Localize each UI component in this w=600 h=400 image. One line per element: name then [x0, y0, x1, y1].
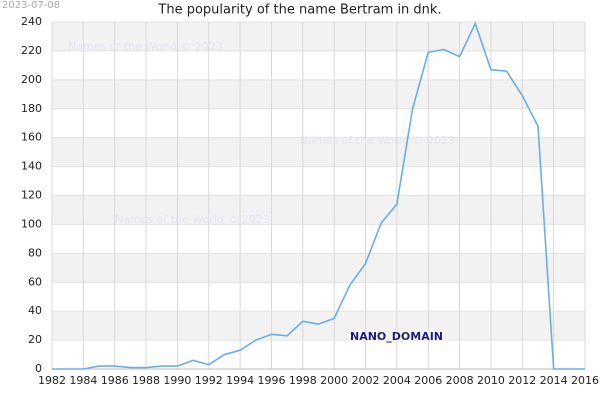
y-tick-label: 200 — [21, 73, 42, 86]
x-tick-label: 2010 — [477, 374, 505, 387]
chart-title: The popularity of the name Bertram in dn… — [157, 3, 441, 18]
y-tick-label: 220 — [21, 44, 42, 57]
y-tick-label: 60 — [28, 275, 42, 288]
x-tick-label: 1984 — [69, 374, 97, 387]
date-stamp: 2023-07-08 — [2, 0, 60, 11]
x-tick-label: 1988 — [132, 374, 160, 387]
watermark: Names of the World © 2023 — [115, 213, 270, 226]
x-tick-label: 1996 — [257, 374, 285, 387]
x-tick-label: 2012 — [508, 374, 536, 387]
watermark: Names of the World © 2023 — [68, 40, 223, 53]
y-tick-label: 0 — [35, 362, 42, 375]
y-tick-label: 160 — [21, 131, 42, 144]
x-tick-label: 2008 — [446, 374, 474, 387]
x-tick-label: 1994 — [226, 374, 254, 387]
grid-band — [52, 22, 585, 51]
y-tick-label: 100 — [21, 217, 42, 230]
y-tick-label: 240 — [21, 15, 42, 28]
grid-band — [52, 137, 585, 167]
x-tick-label: 1998 — [289, 374, 317, 387]
x-tick-label: 2004 — [383, 374, 411, 387]
y-tick-label: 40 — [28, 304, 42, 317]
grid-band — [52, 311, 585, 341]
y-tick-label: 120 — [21, 189, 42, 202]
domain-label: NANO_DOMAIN — [350, 330, 443, 343]
x-tick-label: 2002 — [352, 374, 380, 387]
watermark: Names of the World © 2023 — [300, 134, 455, 147]
x-tick-label: 1990 — [163, 374, 191, 387]
y-tick-label: 80 — [28, 246, 42, 259]
x-tick-label: 1982 — [38, 374, 66, 387]
x-tick-label: 2014 — [540, 374, 568, 387]
x-tick-label: 2000 — [320, 374, 348, 387]
x-tick-label: 1986 — [101, 374, 129, 387]
y-tick-label: 180 — [21, 102, 42, 115]
grid-band — [52, 195, 585, 225]
x-tick-label: 2006 — [414, 374, 442, 387]
grid-band — [52, 79, 585, 109]
x-tick-label: 2016 — [571, 374, 599, 387]
line-series — [52, 21, 585, 370]
x-tick-label: 1992 — [195, 374, 223, 387]
grid-band — [52, 253, 585, 283]
y-tick-label: 20 — [28, 333, 42, 346]
y-tick-label: 140 — [21, 160, 42, 173]
